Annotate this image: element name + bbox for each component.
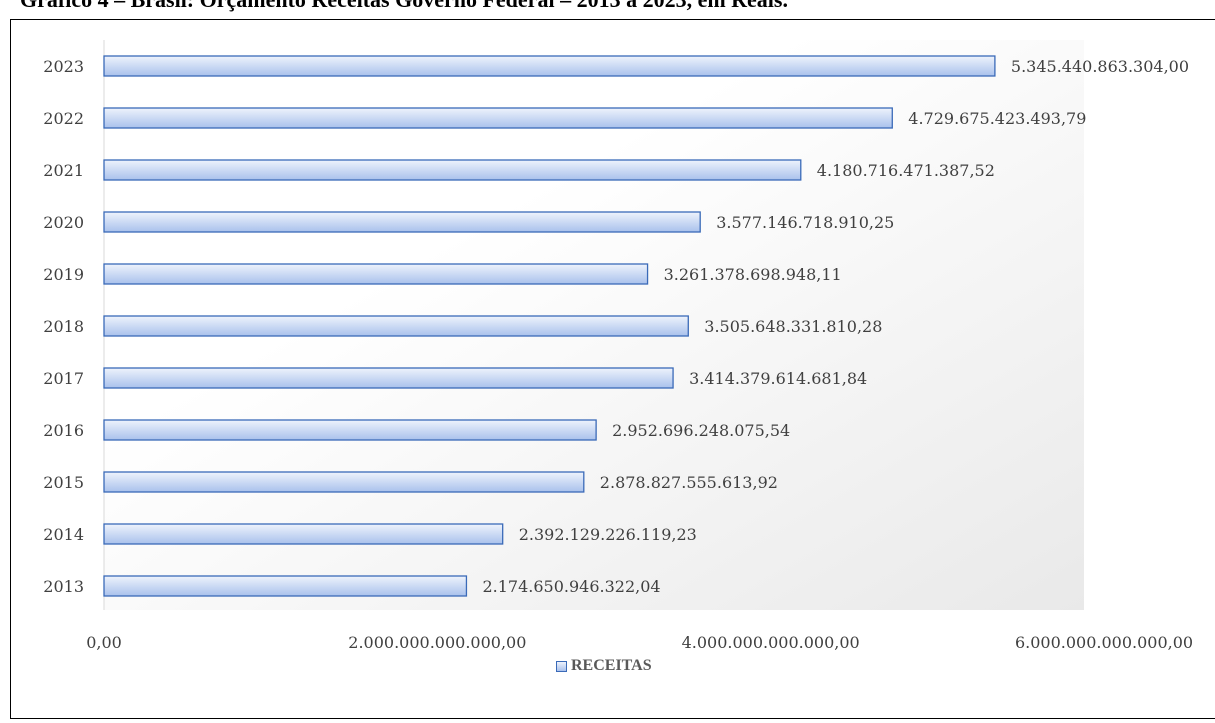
data-label-2014: 2.392.129.226.119,23 [519,525,697,544]
y-tick-label-2019: 2019 [43,265,84,284]
y-tick-label-2017: 2017 [43,369,84,388]
data-label-2022: 4.729.675.423.493,79 [908,109,1086,128]
bar-2015 [103,471,585,493]
data-label-2018: 3.505.648.331.810,28 [704,317,882,336]
legend: RECEITAS [556,657,652,675]
bar-2021 [103,159,802,181]
bar-2016 [103,419,597,441]
y-tick-label-2014: 2014 [43,525,84,544]
y-tick-label-2018: 2018 [43,317,84,336]
bar-2013 [103,575,468,597]
y-tick-label-2022: 2022 [43,109,84,128]
y-tick-label-2015: 2015 [43,473,84,492]
data-label-2021: 4.180.716.471.387,52 [817,161,995,180]
chart-frame [10,19,1215,719]
bar-2023 [103,55,996,77]
data-label-2015: 2.878.827.555.613,92 [600,473,778,492]
bar-2019 [103,263,649,285]
x-tick-label-1: 2.000.000.000.000,00 [348,633,526,652]
data-label-2016: 2.952.696.248.075,54 [612,421,790,440]
y-tick-label-2020: 2020 [43,213,84,232]
x-tick-label-3: 6.000.000.000.000,00 [1015,633,1193,652]
x-tick-label-2: 4.000.000.000.000,00 [682,633,860,652]
data-label-2017: 3.414.379.614.681,84 [689,369,867,388]
y-tick-label-2013: 2013 [43,577,84,596]
y-tick-label-2023: 2023 [43,57,84,76]
x-tick-label-0: 0,00 [86,633,122,652]
bar-2022 [103,107,893,129]
y-tick-label-2021: 2021 [43,161,84,180]
legend-swatch-receitas [556,660,567,672]
bar-2020 [103,211,701,233]
data-label-2020: 3.577.146.718.910,25 [716,213,894,232]
data-label-2019: 3.261.378.698.948,11 [664,265,842,284]
bar-2018 [103,315,689,337]
data-label-2013: 2.174.650.946.322,04 [482,577,660,596]
data-label-2023: 5.345.440.863.304,00 [1011,57,1189,76]
bar-2017 [103,367,674,389]
legend-label-receitas: RECEITAS [571,657,652,674]
chart-title: Gráfico 4 – Brasil: Orçamento Receitas G… [20,0,788,13]
y-tick-label-2016: 2016 [43,421,84,440]
bar-2014 [103,523,504,545]
